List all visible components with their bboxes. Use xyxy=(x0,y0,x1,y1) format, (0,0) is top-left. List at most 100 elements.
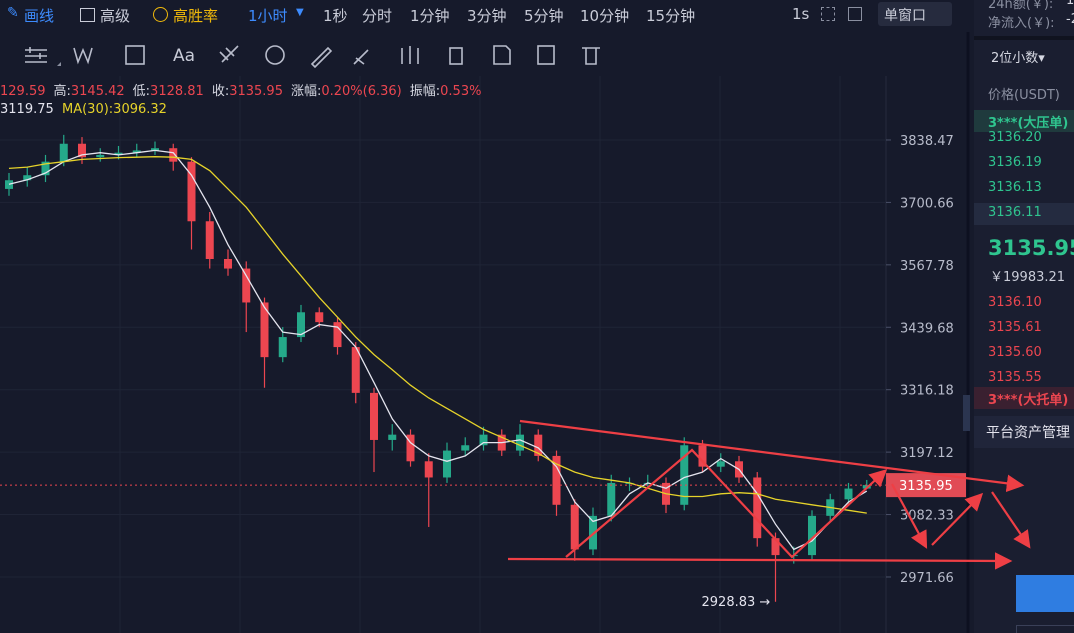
candle-body xyxy=(187,161,196,222)
asset-mgmt[interactable]: 平台资产管理 xyxy=(986,425,1070,441)
y-tick-label: 3082.33 xyxy=(900,509,954,524)
candle-body xyxy=(242,268,251,303)
y-tick-label: 3838.47 xyxy=(900,134,954,149)
period-button[interactable]: 1分钟 xyxy=(410,7,450,25)
ask-highlight xyxy=(974,203,1074,225)
draw-button[interactable]: 画线 xyxy=(24,7,55,25)
tool-text[interactable]: Aa xyxy=(173,46,195,66)
candle-body xyxy=(844,488,853,500)
ask-price: 3136.19 xyxy=(988,155,1042,170)
winrate-icon xyxy=(153,7,168,22)
window-label: 单窗口 xyxy=(884,8,926,24)
advanced-button[interactable]: 高级 xyxy=(100,7,131,25)
y-tick-label: 3439.68 xyxy=(900,321,954,336)
candle-body xyxy=(224,258,232,269)
period-button[interactable]: 1秒 xyxy=(323,7,348,25)
candle-body xyxy=(78,143,86,158)
candle-body xyxy=(114,152,123,155)
candle-body xyxy=(771,538,780,556)
window-dropdown[interactable]: 单窗口 xyxy=(878,2,952,26)
interval-caret: ▼ xyxy=(296,7,304,18)
candle-body xyxy=(516,434,524,451)
decimals-dropdown[interactable]: 2位小数▾ xyxy=(991,51,1045,66)
speed-button[interactable]: 1s xyxy=(792,5,810,23)
candle-body xyxy=(151,148,159,151)
tool-rect[interactable] xyxy=(125,45,145,65)
candle-body xyxy=(351,347,360,393)
candle-body xyxy=(461,445,470,451)
candle-body xyxy=(406,434,415,462)
volume-label: 24h额(￥): xyxy=(988,0,1054,12)
order-book: 24h额(￥): 1 净流入(￥): -2 2位小数▾ 价格(USDT) 3***(大压单)… xyxy=(974,0,1074,633)
tool-measure[interactable] xyxy=(310,46,333,69)
info-value: 3145.42 xyxy=(70,84,125,99)
candle-body xyxy=(753,477,762,539)
popout-icon[interactable] xyxy=(848,7,862,21)
period-button[interactable]: 5分钟 xyxy=(524,7,564,25)
candle-body xyxy=(5,180,13,189)
candle-body xyxy=(23,175,32,181)
period-button[interactable]: 3分钟 xyxy=(467,7,507,25)
candle-body xyxy=(96,154,105,158)
tool-candles[interactable] xyxy=(401,46,419,64)
volume-value: 1 xyxy=(1066,0,1074,8)
candle-body xyxy=(297,312,305,338)
ohlc-row: 129.59 高:3145.42 低:3128.81 收:3135.95 涨幅:0.20… xyxy=(0,80,489,99)
candle-body xyxy=(862,485,871,489)
candle-body xyxy=(205,221,214,259)
winrate-button[interactable]: 高胜率 xyxy=(173,7,219,25)
tool-edit[interactable] xyxy=(537,45,555,65)
tool-icons: Aa xyxy=(25,45,600,69)
tool-lines[interactable] xyxy=(25,47,47,63)
ma30-label: MA(30):3096.32 xyxy=(62,102,167,117)
inflow-value: -2 xyxy=(1066,12,1074,27)
scroll-handle xyxy=(963,395,970,431)
bid-price: 3136.10 xyxy=(988,295,1042,310)
y-tick-label: 2971.66 xyxy=(900,571,954,586)
candle-body xyxy=(59,143,68,162)
tool-ruler[interactable] xyxy=(219,45,239,63)
info-value: 3128.81 xyxy=(150,84,204,99)
tool-copy[interactable] xyxy=(493,45,511,65)
candle-body xyxy=(132,150,141,153)
tool-corner xyxy=(57,62,61,66)
interval-button[interactable]: 1小时 xyxy=(248,7,288,25)
candle-body xyxy=(443,450,451,478)
blue-button[interactable] xyxy=(1016,575,1074,612)
period-button[interactable]: 分时 xyxy=(362,7,393,25)
ask-price: 3136.13 xyxy=(988,180,1042,195)
tool-magnet[interactable] xyxy=(265,45,285,65)
candle-body xyxy=(41,161,50,176)
toolbar: ✎ 画线 高级 高胜率 1小时 ▼ 1秒 分时 1分钟 3分钟 5分钟 10分钟 15分钟 1s 单窗口 xyxy=(0,0,970,32)
info-label: 低: xyxy=(132,84,151,99)
info-label: 收: xyxy=(211,84,230,99)
candle-body xyxy=(479,434,488,446)
period-button[interactable]: 15分钟 xyxy=(646,7,696,25)
period-button[interactable]: 10分钟 xyxy=(580,7,630,25)
fullscreen-icon[interactable] xyxy=(821,7,835,21)
y-tick-label: 3700.66 xyxy=(900,196,954,211)
advanced-icon xyxy=(80,8,95,22)
price-header: 价格(USDT) xyxy=(988,88,1060,103)
chart: 3838.47 3700.66 3567.78 3439.68 3316.18 3197.… xyxy=(0,0,970,633)
tool-lock[interactable] xyxy=(449,47,463,65)
tool-brush[interactable] xyxy=(353,49,369,65)
info-label: 振幅: xyxy=(409,84,441,99)
candle-body xyxy=(789,555,798,557)
candle-body xyxy=(315,312,324,323)
draw-icon: ✎ xyxy=(7,5,19,21)
candle-body xyxy=(424,461,433,478)
candle-body xyxy=(607,482,616,516)
candle-body xyxy=(808,515,816,556)
tool-wave[interactable] xyxy=(73,47,93,65)
ma-short-label: 3119.75 xyxy=(0,102,54,117)
big-ask: 3***(大压单) xyxy=(988,116,1069,131)
bid-price: 3135.60 xyxy=(988,345,1042,360)
candle-body xyxy=(278,337,287,358)
ask-price: 3136.11 xyxy=(988,205,1042,220)
last-price: 3135.95 xyxy=(988,236,1074,260)
info-value: 0.20%(6.36) xyxy=(321,84,402,99)
candle-body xyxy=(388,434,397,440)
tool-delete[interactable] xyxy=(582,47,600,65)
